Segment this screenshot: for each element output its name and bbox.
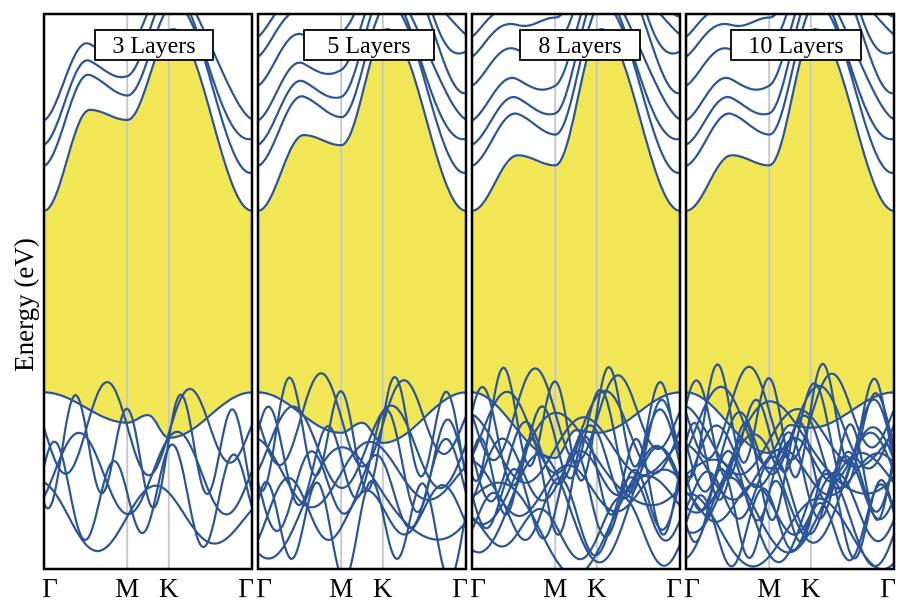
conduction-band-2 <box>686 14 894 175</box>
conduction-band-4 <box>44 14 252 122</box>
panel-title: 10 Layers <box>748 33 843 59</box>
x-tick-label: Γ <box>42 573 58 603</box>
panel-frame <box>256 12 468 571</box>
valence-band-15 <box>472 474 680 569</box>
panel-4: 10 Layers Γ M K Γ <box>684 12 896 603</box>
x-tick-label: Γ <box>238 573 254 603</box>
x-tick-label: Γ <box>684 573 700 603</box>
valence-band-17 <box>686 467 894 560</box>
valence-band-9 <box>258 476 466 542</box>
x-tick-label: M <box>329 573 353 603</box>
valence-band-8 <box>472 411 680 526</box>
valence-band-16 <box>686 470 894 543</box>
band-gap-fill <box>472 29 680 458</box>
valence-band-6 <box>44 481 252 553</box>
x-tick-label: Γ <box>256 573 272 603</box>
panel-title: 3 Layers <box>112 33 195 59</box>
valence-band-14 <box>472 476 680 557</box>
valence-band-8 <box>258 446 466 560</box>
valence-band-5 <box>44 440 252 549</box>
panel-title: 8 Layers <box>538 33 621 59</box>
panel-3: 8 Layers Γ M K Γ <box>470 12 682 603</box>
panel-title-box <box>519 29 641 61</box>
valence-band-16 <box>472 495 680 567</box>
x-tick-label: K <box>801 573 821 603</box>
x-tick-label: K <box>159 573 179 603</box>
x-tick-label: Γ <box>880 573 896 603</box>
valence-band-20 <box>686 492 894 569</box>
valence-band-1 <box>686 391 894 455</box>
valence-band-12 <box>472 449 680 540</box>
conduction-band-1 <box>686 28 894 212</box>
conduction-band-6 <box>686 14 894 58</box>
valence-band-5 <box>472 385 680 494</box>
x-tick-label: K <box>587 573 607 603</box>
panel-title-box <box>730 29 862 61</box>
conduction-band-6 <box>472 14 680 58</box>
conduction-band-1 <box>472 28 680 212</box>
valence-band-1 <box>472 391 680 460</box>
valence-band-2 <box>44 380 252 477</box>
panel-2: 5 Layers Γ M K Γ <box>256 12 468 603</box>
valence-band-19 <box>686 483 894 568</box>
panel-frame <box>42 12 254 571</box>
panel-3-plot-area <box>472 14 680 569</box>
conduction-band-1 <box>258 28 466 212</box>
valence-band-1 <box>44 391 252 439</box>
valence-band-6 <box>258 437 466 509</box>
band-gap-fill <box>686 29 894 453</box>
valence-band-7 <box>258 437 466 533</box>
panel-title-box <box>303 29 435 61</box>
panel-title-box <box>94 29 214 61</box>
panel-1: 3 Layers Γ M K Γ <box>42 12 254 603</box>
conduction-band-2 <box>258 14 466 175</box>
valence-band-4 <box>258 404 466 490</box>
x-tick-label: M <box>115 573 139 603</box>
panel-frame <box>470 12 682 571</box>
valence-band-10 <box>258 480 466 569</box>
valence-band-14 <box>686 454 894 536</box>
x-tick-label: M <box>543 573 567 603</box>
band-gap-fill <box>44 29 252 438</box>
panel-title: 5 Layers <box>327 33 410 59</box>
x-tick-label: K <box>373 573 393 603</box>
valence-band-2 <box>258 372 466 468</box>
x-tick-label: Γ <box>452 573 468 603</box>
valence-band-9 <box>472 437 680 502</box>
conduction-band-2 <box>472 14 680 175</box>
panel-1-plot-area <box>44 14 252 569</box>
x-tick-label: Γ <box>470 573 486 603</box>
band-gap-fill <box>258 29 466 443</box>
panel-4-plot-area <box>686 14 894 569</box>
x-tick-label: M <box>757 573 781 603</box>
valence-band-10 <box>686 421 894 522</box>
y-axis-label: Energy (eV) <box>9 238 39 372</box>
panel-frame <box>684 12 896 571</box>
conduction-band-5 <box>686 14 894 95</box>
x-tick-label: Γ <box>666 573 682 603</box>
conduction-band-5 <box>472 14 680 95</box>
conduction-band-1 <box>44 28 252 212</box>
conduction-band-5 <box>258 14 466 95</box>
valence-band-8 <box>686 400 894 514</box>
valence-band-3 <box>44 393 252 510</box>
panel-2-plot-area <box>258 14 466 569</box>
